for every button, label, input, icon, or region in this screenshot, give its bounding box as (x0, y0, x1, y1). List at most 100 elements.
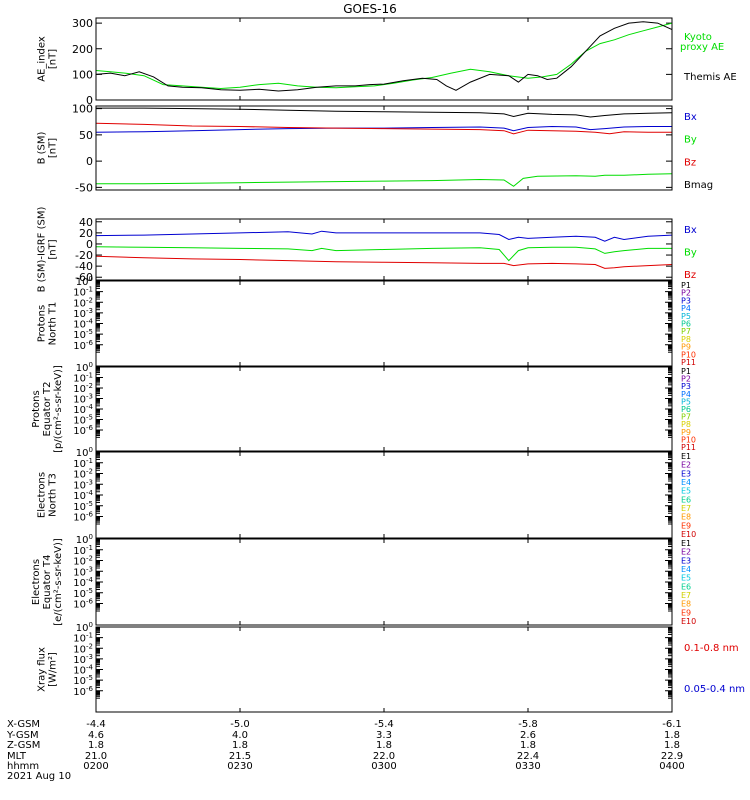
y-axis-label: [nT] (48, 49, 59, 69)
y-tick-label: 100 (72, 103, 93, 116)
legend-item: By (684, 135, 697, 146)
ephemeris-value: 4.0 (232, 730, 248, 741)
ephemeris-value: 1.8 (520, 740, 536, 751)
ephemeris-date: 2021 Aug 10 (7, 771, 71, 782)
ephemeris-value: 22.9 (661, 751, 683, 762)
series-line-themis-ae (96, 21, 672, 92)
legend-item: E9 (681, 608, 691, 617)
legend-item: Bmag (684, 180, 713, 191)
legend-item: E10 (681, 617, 696, 626)
series-line-by (96, 246, 672, 262)
y-axis-label: B (SM)-IGRF (SM) (37, 207, 48, 293)
panel-frame (95, 451, 673, 539)
y-tick-label: 200 (72, 43, 93, 56)
panel-b: B (SM) [nT] -50 0 50 100 Bx By Bz Bmag (37, 103, 714, 195)
y-tick-label: 10-6 (73, 339, 93, 352)
legend-item: P11 (681, 358, 696, 367)
legend-item: P5 (681, 312, 691, 321)
y-tick-label: 300 (72, 17, 93, 30)
legend-item: P1 (681, 281, 691, 290)
legend-item: P6 (681, 320, 691, 329)
ephemeris-value: 2.6 (520, 730, 536, 741)
series-line-bz (96, 255, 672, 269)
panel-xray: Xray flux [W/m²]10010-110-210-310-410-510… (37, 621, 745, 713)
ephemeris-label: Z-GSM (7, 740, 40, 751)
legend-item: Bx (684, 112, 697, 123)
legend-item: E9 (681, 521, 691, 530)
y-axis-label: Xray flux (37, 647, 48, 692)
y-tick-label: 10-6 (73, 598, 93, 611)
legend-item: E3 (681, 469, 691, 478)
y-axis-label: [nT] (48, 138, 59, 158)
legend-item: P7 (681, 327, 691, 336)
ephemeris-label: MLT (7, 751, 27, 762)
series-line-kyoto-proxy-ae (96, 22, 672, 90)
panel-frame (95, 366, 673, 452)
y-axis-label: B (SM) (37, 131, 48, 164)
y-axis-label: AE_index (37, 36, 48, 82)
legend-item: P8 (681, 420, 691, 429)
ephemeris-label: Y-GSM (6, 730, 39, 741)
series-line-bx (96, 125, 672, 133)
chart-title: GOES-16 (343, 2, 397, 16)
panel-prot1: Protons North T110010-110-210-310-410-510… (37, 275, 697, 367)
ephemeris-value: 0300 (371, 761, 396, 772)
series-line-bmag (96, 107, 672, 118)
y-tick-label: 50 (79, 129, 93, 142)
legend-item: By (684, 248, 697, 259)
panel-frame (95, 626, 673, 713)
ephemeris-value: 22.0 (373, 751, 395, 762)
panel-frame (95, 280, 673, 367)
y-tick-label: 10-6 (73, 511, 93, 524)
y-axis-label: North T1 (48, 302, 59, 346)
legend-item: P2 (681, 289, 691, 298)
legend-item: E4 (681, 565, 691, 574)
legend-item: P9 (681, 343, 691, 352)
y-tick-label: 10-6 (73, 685, 93, 698)
legend-item: P4 (681, 390, 691, 399)
panel-prot2: Protons Equator T2 [p/(cm²-s-sr-keV)] 10010… (31, 361, 696, 453)
legend-item: 0.05-0.4 nm (684, 684, 745, 695)
panel-frame (95, 218, 673, 281)
y-axis-label: Equator T4 (42, 555, 53, 610)
legend-item: E10 (681, 530, 696, 539)
legend-item: P1 (681, 367, 691, 376)
y-tick-label: -20 (75, 249, 93, 262)
y-axis-label: Protons (31, 390, 42, 427)
ephemeris-value: 21.0 (85, 751, 107, 762)
legend-item: E8 (681, 513, 691, 522)
legend-item: P11 (681, 443, 696, 452)
legend-item: Bz (684, 157, 696, 168)
ephemeris-value: 1.8 (88, 740, 104, 751)
legend-item: P5 (681, 397, 691, 406)
legend-item: E8 (681, 600, 691, 609)
legend-item: proxy AE (680, 42, 724, 53)
ephemeris-value: -5.8 (518, 719, 538, 730)
legend-item: P3 (681, 382, 691, 391)
ephemeris-value: 0230 (227, 761, 252, 772)
panel-elec2: Electrons Equator T4 [e/(cm²-s-sr-keV)] 100… (31, 533, 696, 626)
legend-item: P10 (681, 350, 696, 359)
ephemeris-value: 0200 (83, 761, 108, 772)
panel-frame (95, 17, 673, 101)
y-axis-label: Electrons (31, 559, 42, 605)
y-tick-label: 0 (86, 94, 93, 107)
ephemeris-value: 1.8 (664, 740, 680, 751)
legend-item: E1 (681, 539, 691, 548)
legend-item: P3 (681, 296, 691, 305)
y-axis-label: [nT] (48, 239, 59, 259)
legend-item: E6 (681, 582, 691, 591)
panel-frame (95, 105, 673, 191)
series-line-bx (96, 230, 672, 242)
y-axis-label: Equator T2 (42, 382, 53, 437)
y-axis-label: [p/(cm²-s-sr-keV)] (53, 365, 64, 453)
y-tick-label: 100 (72, 68, 93, 81)
ephemeris-value: 1.8 (376, 740, 392, 751)
ephemeris-value: 1.8 (232, 740, 248, 751)
panel-elec1: Electrons North T310010-110-210-310-410-5… (37, 446, 697, 539)
legend-item: E4 (681, 478, 691, 487)
y-axis-label: North T3 (48, 473, 59, 517)
